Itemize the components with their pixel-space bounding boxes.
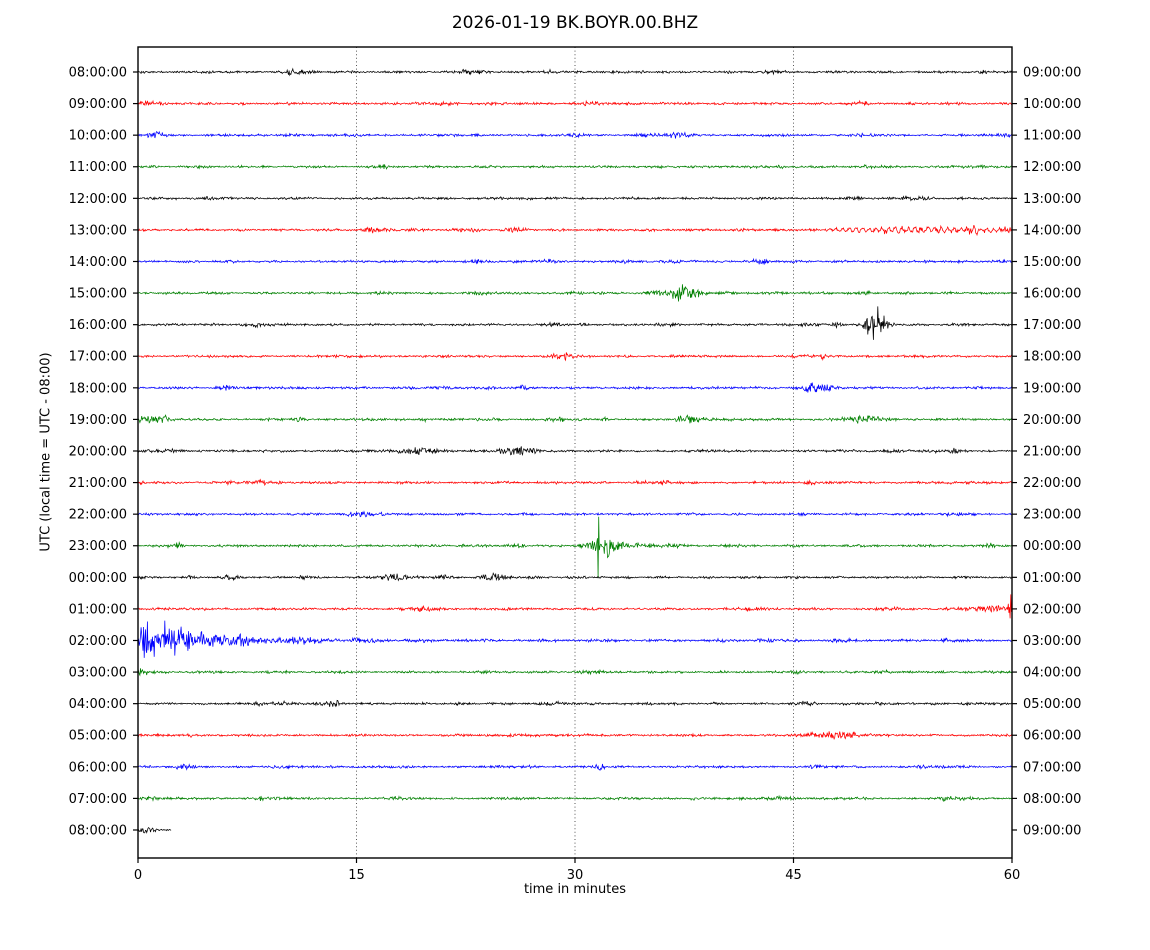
x-tick-label: 45: [785, 868, 802, 883]
utc-time-label: 14:00:00: [69, 255, 127, 270]
trace-12-00-00: [138, 195, 1013, 202]
trace-11-00-00: [137, 163, 1013, 170]
utc-time-label: 01:00:00: [69, 602, 127, 617]
end-time-label: 12:00:00: [1023, 160, 1081, 175]
trace-04-00-00: [137, 699, 1013, 708]
utc-time-label: 06:00:00: [69, 760, 127, 775]
axes-frame: [137, 46, 1013, 859]
utc-time-label: 09:00:00: [69, 97, 127, 112]
end-time-label: 19:00:00: [1023, 381, 1081, 396]
trace-05-00-00: [137, 731, 1013, 741]
trace-06-00-00: [137, 763, 1013, 771]
utc-time-label: 21:00:00: [69, 476, 127, 491]
trace-21-00-00: [137, 478, 1013, 486]
end-time-label: 07:00:00: [1023, 760, 1081, 775]
end-time-label: 09:00:00: [1023, 823, 1081, 838]
utc-time-label: 18:00:00: [69, 381, 127, 396]
utc-time-label: 19:00:00: [69, 413, 127, 428]
end-time-label: 10:00:00: [1023, 97, 1081, 112]
trace-07-00-00: [137, 794, 1012, 803]
trace-20-00-00: [137, 446, 1012, 456]
utc-time-label: 05:00:00: [69, 729, 127, 744]
trace-00-00-00: [137, 572, 1013, 582]
end-time-label: 06:00:00: [1023, 729, 1081, 744]
trace-19-00-00: [137, 414, 1013, 424]
utc-time-label: 13:00:00: [69, 223, 127, 238]
trace-10-00-00: [137, 130, 1013, 139]
x-tick-label: 30: [567, 868, 584, 883]
trace-08-00-00: [138, 827, 172, 834]
trace-09-00-00: [137, 99, 1013, 107]
trace-01-00-00: [137, 594, 1013, 619]
end-time-label: 03:00:00: [1023, 634, 1081, 649]
end-time-label: 00:00:00: [1023, 539, 1081, 554]
end-time-label: 22:00:00: [1023, 476, 1081, 491]
trace-15-00-00: [137, 284, 1013, 302]
utc-time-label: 20:00:00: [69, 444, 127, 459]
end-time-label: 13:00:00: [1023, 192, 1081, 207]
x-tick-label: 15: [348, 868, 365, 883]
trace-14-00-00: [137, 257, 1013, 265]
utc-time-label: 02:00:00: [69, 634, 127, 649]
utc-time-label: 08:00:00: [69, 66, 127, 81]
trace-03-00-00: [137, 668, 1013, 677]
utc-time-label: 00:00:00: [69, 571, 127, 586]
utc-time-label: 23:00:00: [69, 539, 127, 554]
x-axis-label: time in minutes: [523, 882, 627, 897]
trace-18-00-00: [137, 382, 1013, 393]
trace-17-00-00: [137, 352, 1013, 362]
end-time-label: 01:00:00: [1023, 571, 1081, 586]
utc-time-label: 11:00:00: [69, 160, 127, 175]
utc-time-label: 17:00:00: [69, 350, 127, 365]
end-time-label: 23:00:00: [1023, 508, 1081, 523]
plot-title: 2026-01-19 BK.BOYR.00.BHZ: [451, 13, 699, 33]
utc-time-label: 03:00:00: [69, 666, 127, 681]
trace-22-00-00: [137, 510, 1013, 518]
trace-13-00-00: [137, 224, 1013, 237]
utc-time-label: 15:00:00: [69, 287, 127, 302]
x-tick-label: 60: [1004, 868, 1021, 883]
end-time-label: 20:00:00: [1023, 413, 1081, 428]
end-time-label: 21:00:00: [1023, 444, 1081, 459]
end-time-label: 15:00:00: [1023, 255, 1081, 270]
end-time-label: 14:00:00: [1023, 223, 1081, 238]
trace-08-00-00: [137, 67, 1013, 77]
end-time-label: 16:00:00: [1023, 287, 1081, 302]
trace-02-00-00: [137, 620, 1013, 658]
utc-time-label: 16:00:00: [69, 318, 127, 333]
trace-16-00-00: [137, 306, 1013, 340]
utc-time-label: 04:00:00: [69, 697, 127, 712]
end-time-label: 04:00:00: [1023, 666, 1081, 681]
end-time-label: 02:00:00: [1023, 602, 1081, 617]
end-time-label: 18:00:00: [1023, 350, 1081, 365]
trace-23-00-00: [137, 516, 1013, 579]
end-time-label: 05:00:00: [1023, 697, 1081, 712]
end-time-label: 08:00:00: [1023, 792, 1081, 807]
utc-time-label: 22:00:00: [69, 508, 127, 523]
end-time-label: 11:00:00: [1023, 129, 1081, 144]
end-time-label: 09:00:00: [1023, 66, 1081, 81]
x-tick-label: 0: [134, 868, 142, 883]
end-time-label: 17:00:00: [1023, 318, 1081, 333]
utc-time-label: 08:00:00: [69, 823, 127, 838]
utc-time-label: 07:00:00: [69, 792, 127, 807]
utc-time-label: 12:00:00: [69, 192, 127, 207]
utc-time-label: 10:00:00: [69, 129, 127, 144]
